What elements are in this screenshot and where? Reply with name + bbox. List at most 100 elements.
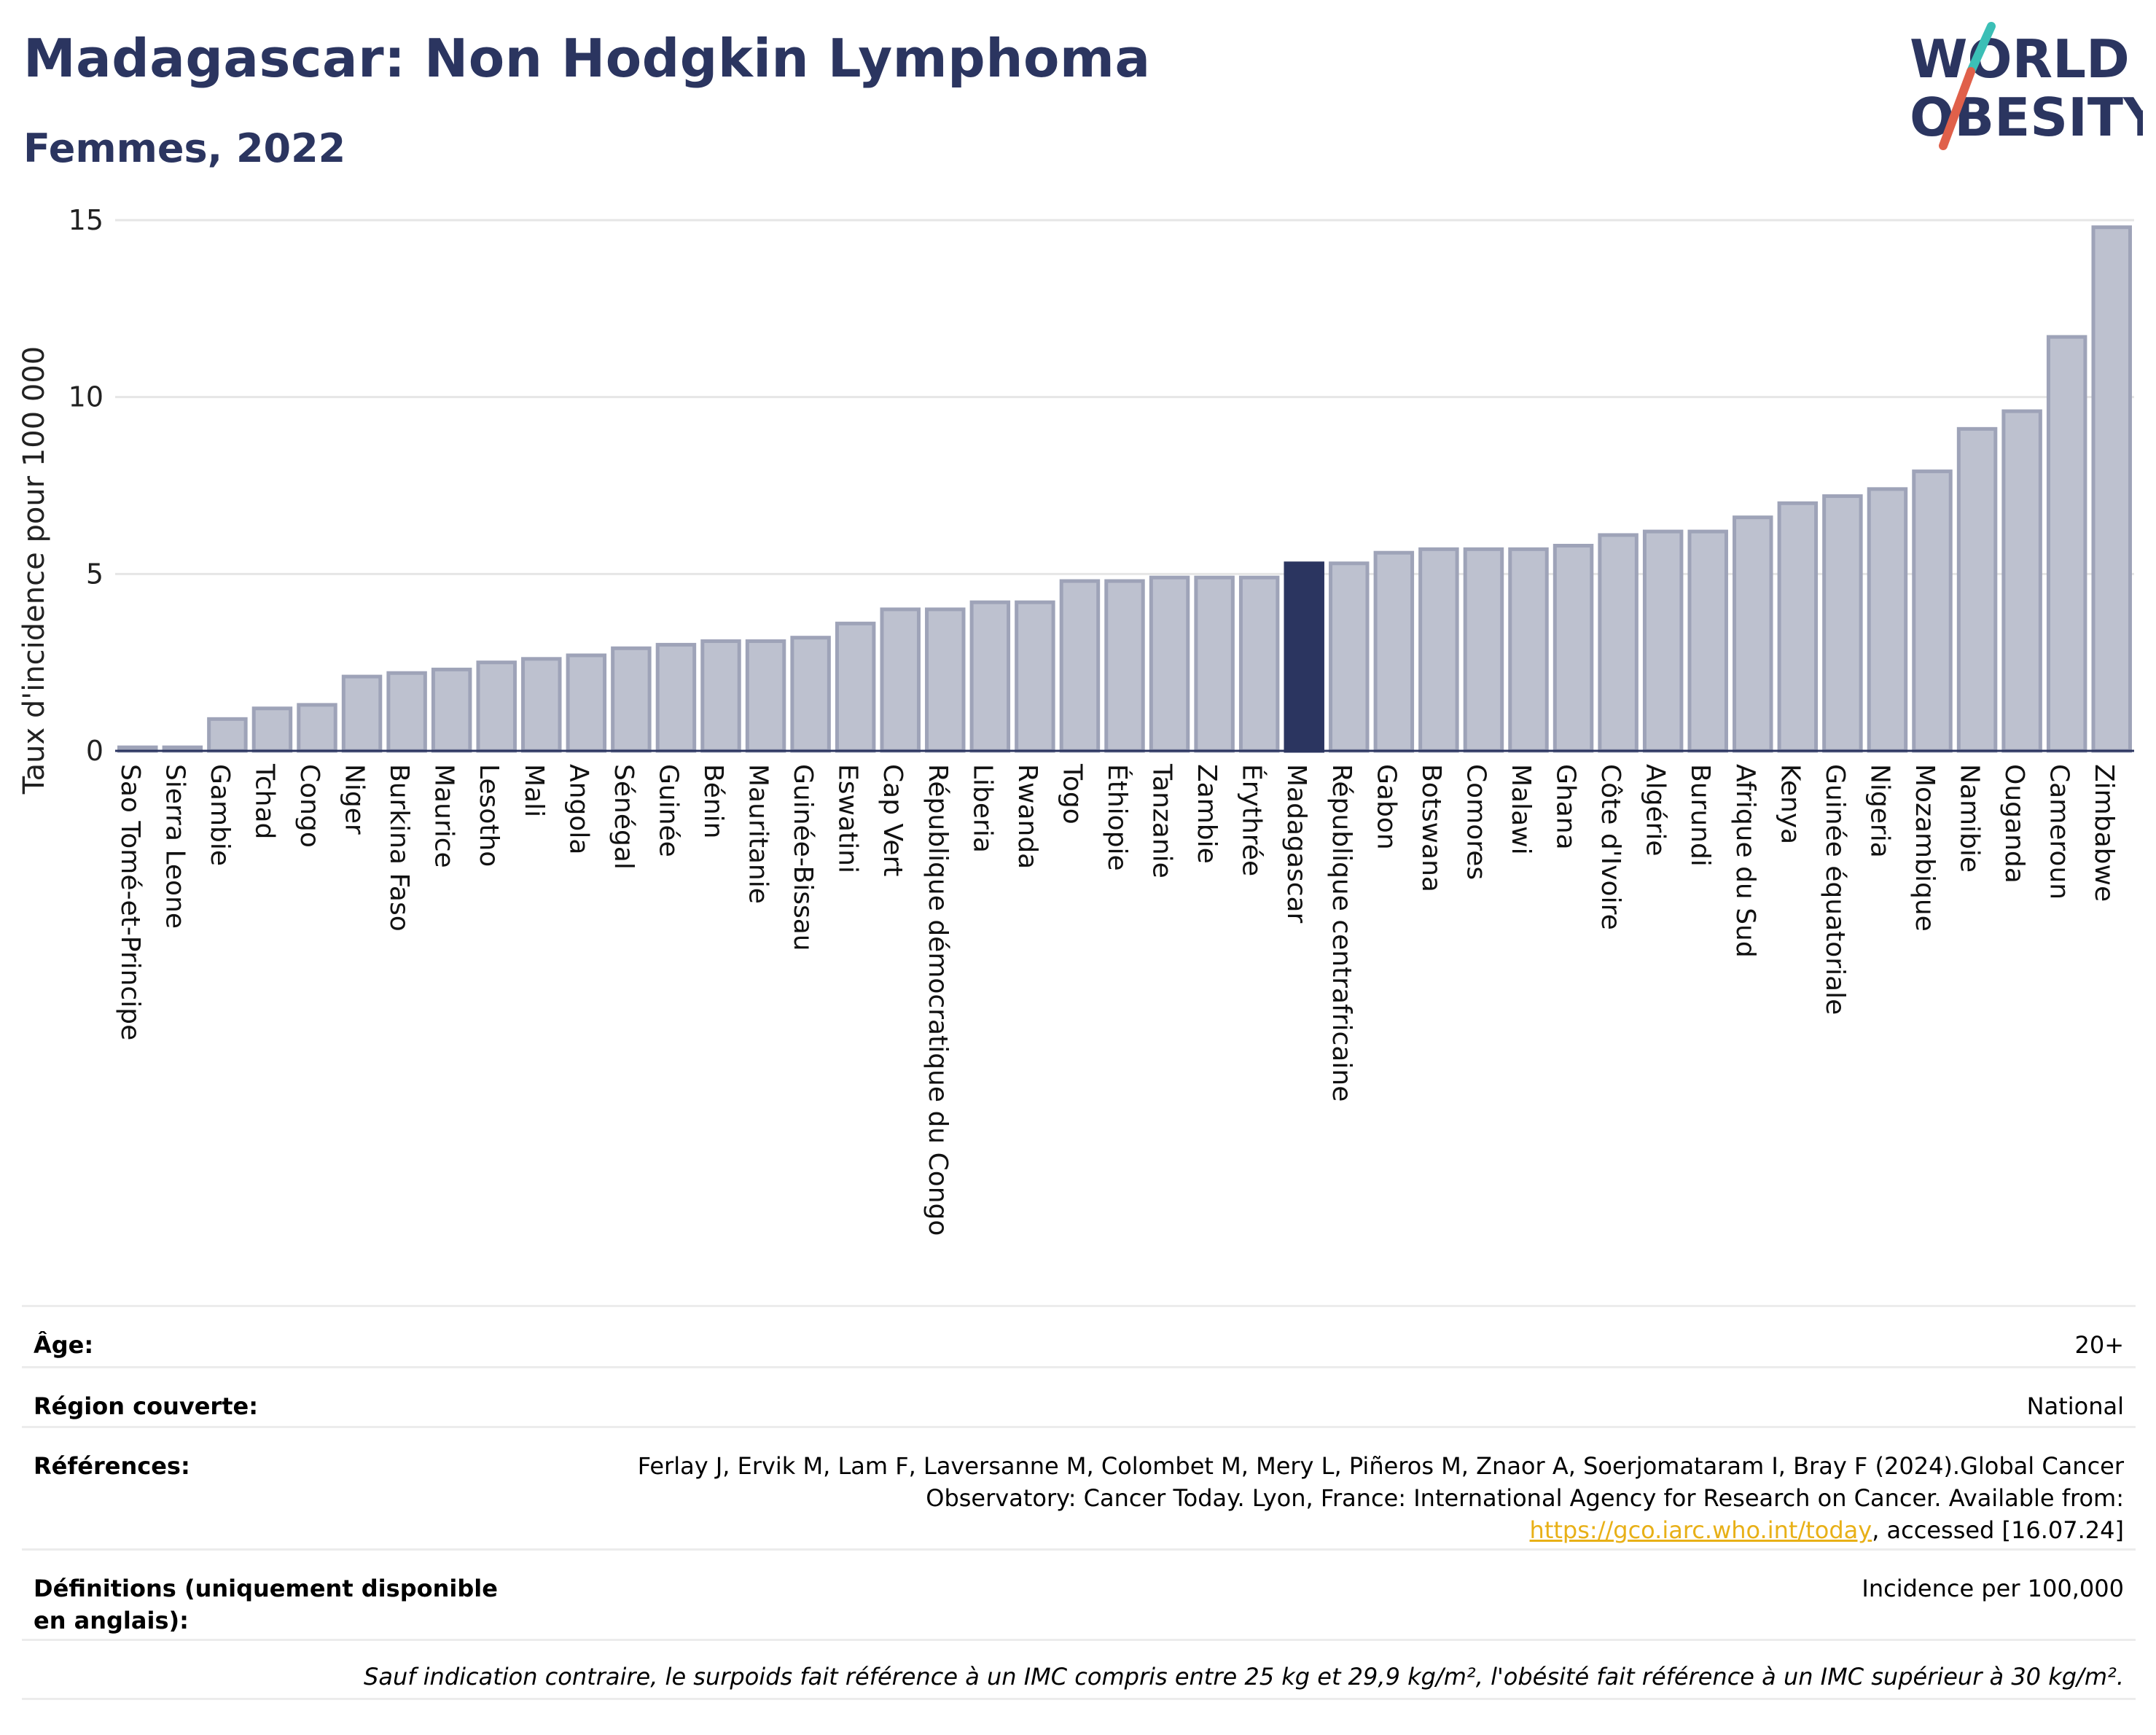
x-tick-label: Burkina Faso [384, 764, 414, 932]
bar [1194, 575, 1235, 753]
bar [1642, 529, 1684, 753]
references-value: Ferlay J, Ervik M, Lam F, Laversanne M, … [608, 1450, 2124, 1546]
bar [1777, 501, 1819, 753]
region-value: National [2026, 1392, 2124, 1420]
x-tick-label: Sao Tomé-et-Principe [115, 764, 145, 1040]
x-tick-label: Mauritanie [743, 764, 773, 904]
y-tick-label: 5 [86, 558, 103, 590]
x-tick-label: Sierra Leone [160, 764, 190, 929]
x-tick-label: Nigeria [1864, 764, 1894, 858]
bar [2001, 409, 2042, 753]
x-tick-label: Angola [563, 764, 593, 854]
bar [566, 653, 607, 753]
x-tick-label: Afrique du Sud [1730, 764, 1760, 958]
y-tick-labels: 0 5 10 15 [69, 204, 103, 767]
y-tick-label: 10 [69, 381, 103, 413]
bar [790, 636, 831, 753]
bar [1598, 533, 1639, 753]
bar [925, 607, 966, 753]
bmi-note: Sauf indication contraire, le surpoids f… [364, 1663, 2124, 1691]
bar [611, 646, 652, 753]
logo-slash-coral [1939, 67, 1975, 150]
x-tick-label: Burundi [1685, 764, 1715, 867]
bar [1104, 579, 1145, 753]
bar [1149, 575, 1190, 753]
bars [117, 225, 2132, 753]
x-tick-label: Togo [1057, 763, 1087, 824]
references-label: Références: [34, 1452, 190, 1480]
bar [1822, 494, 1863, 753]
x-tick-label: Érythrée [1237, 764, 1268, 876]
bar [1373, 550, 1415, 753]
bar [969, 600, 1011, 753]
x-tick-label: Guinée [653, 764, 683, 857]
x-tick-label: Gambie [205, 764, 235, 866]
bar [1552, 544, 1594, 753]
x-tick-label: Cameroun [2044, 764, 2074, 900]
x-tick-label: Ouganda [1999, 764, 2029, 884]
x-tick-label: Cap Vert [878, 764, 907, 876]
x-tick-label: Mali [519, 764, 549, 817]
x-tick-label: Zimbabwe [2089, 764, 2119, 902]
x-tick-label: Niger [340, 764, 370, 835]
x-tick-label: Côte d'Ivoire [1595, 764, 1625, 930]
bar [1687, 529, 1728, 753]
y-tick-label: 15 [69, 204, 103, 236]
x-tick-label: Mozambique [1910, 764, 1940, 932]
x-tick-label: République centrafricaine [1327, 764, 1356, 1102]
x-tick-label: Kenya [1775, 764, 1805, 844]
bar [1867, 487, 1908, 753]
x-tick-label: Sénégal [609, 764, 638, 870]
bar [1956, 426, 1998, 753]
references-link[interactable]: https://gco.iarc.who.int/today [1529, 1516, 1872, 1544]
age-value: 20+ [2074, 1331, 2124, 1359]
bar [835, 621, 876, 753]
x-tick-label: Liberia [967, 764, 997, 853]
x-tick-label: Rwanda [1012, 764, 1042, 869]
bar [1463, 547, 1504, 753]
bar [1733, 515, 1773, 753]
x-tick-label: Eswatini [833, 764, 863, 873]
world-obesity-logo: WORLD OBESITY [1910, 22, 2143, 150]
x-tick-label: Ghana [1551, 764, 1581, 850]
bar [341, 674, 383, 753]
page-subtitle: Femmes, 2022 [23, 125, 346, 171]
bar [1284, 561, 1324, 753]
bar [655, 642, 697, 753]
bar [1059, 579, 1101, 753]
definitions-row: Définitions (uniquement disponible en an… [22, 1548, 2136, 1639]
page-title: Madagascar: Non Hodgkin Lymphoma [23, 28, 1151, 89]
region-label: Région couverte: [34, 1392, 258, 1420]
bar [476, 660, 517, 753]
references-accessed: , accessed [16.07.24] [1872, 1516, 2124, 1544]
bar [2091, 225, 2132, 753]
x-tick-label: République démocratique du Congo [923, 764, 953, 1236]
x-tick-label: Bénin [698, 764, 728, 838]
x-tick-labels: Sao Tomé-et-Principe Sierra Leone Gambie Tc… [115, 763, 2119, 1236]
bar [700, 639, 741, 753]
bar [386, 671, 427, 753]
references-row: Références: Ferlay J, Ervik M, Lam F, La… [22, 1426, 2136, 1548]
age-label: Âge: [34, 1331, 94, 1359]
x-tick-label: Namibie [1955, 764, 1985, 873]
y-tick-label: 0 [86, 735, 103, 767]
definitions-label: Définitions (uniquement disponible en an… [34, 1575, 498, 1634]
bar [297, 703, 337, 753]
bar [1418, 547, 1459, 753]
region-row: Région couverte: National [22, 1366, 2136, 1426]
bar [1015, 600, 1055, 753]
note-row: Sauf indication contraire, le surpoids f… [22, 1639, 2136, 1700]
bar [880, 607, 921, 753]
x-tick-label: Guinée-Bissau [788, 764, 818, 951]
definitions-value: Incidence per 100,000 [1862, 1575, 2124, 1602]
bar [1912, 469, 1953, 753]
bar [1238, 575, 1280, 753]
x-tick-label: Maurice [429, 764, 459, 868]
logo-slash-teal [1966, 22, 1996, 76]
x-tick-label: Madagascar [1281, 764, 1311, 924]
x-tick-label: Gabon [1371, 764, 1401, 850]
x-tick-label: Algérie [1641, 764, 1671, 857]
bar [1329, 561, 1370, 753]
info-table: Âge: 20+ Région couverte: National Référ… [22, 1305, 2136, 1700]
x-tick-label: Zambie [1192, 764, 1222, 864]
